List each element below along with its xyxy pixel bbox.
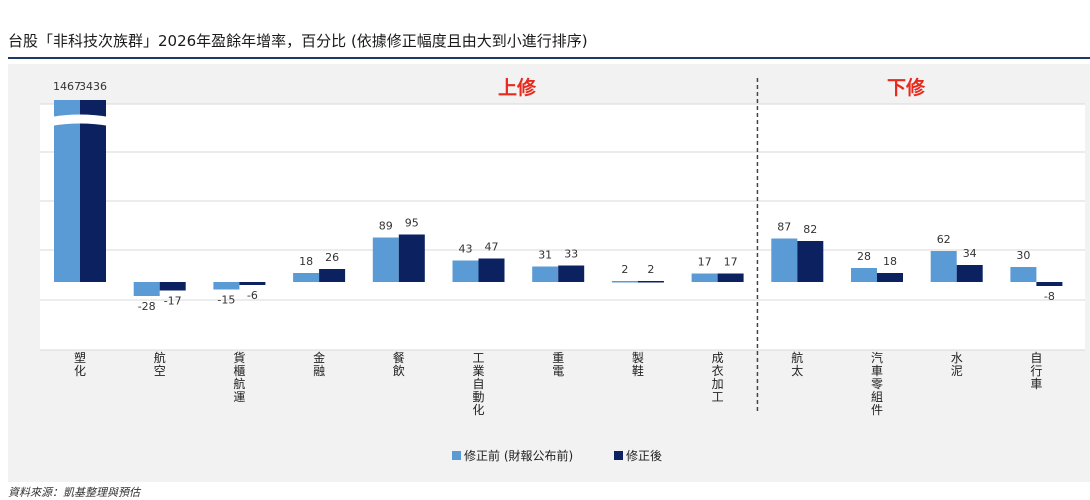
data-label: 3436 — [79, 80, 107, 93]
data-label: 28 — [857, 250, 871, 263]
bar-after — [558, 265, 585, 282]
data-label: 2 — [621, 263, 628, 276]
data-label: 34 — [963, 247, 977, 260]
legend-label-before: 修正前 (財報公布前) — [464, 448, 573, 463]
bar-after — [877, 273, 903, 282]
category-label: 塑化 — [74, 350, 86, 378]
bar-after — [159, 282, 186, 291]
category-label: 自行車 — [1030, 351, 1042, 391]
data-label: 89 — [379, 220, 393, 233]
data-label: -8 — [1044, 290, 1055, 303]
data-label: 47 — [485, 241, 499, 254]
data-label: 82 — [803, 223, 817, 236]
bar-before — [54, 100, 80, 282]
bar-after — [717, 273, 744, 282]
data-label: 31 — [538, 249, 552, 262]
data-label: 43 — [459, 243, 473, 256]
data-label: 95 — [405, 217, 419, 230]
data-label: -15 — [217, 294, 235, 307]
bar-before — [133, 282, 160, 296]
data-label: 2 — [647, 263, 654, 276]
plot-area — [40, 104, 1085, 350]
bar-after — [1036, 282, 1063, 286]
category-label: 貨櫃航運 — [233, 350, 245, 404]
category-label: 航太 — [791, 350, 803, 378]
title-rule — [8, 57, 1090, 59]
data-label: 18 — [299, 255, 313, 268]
category-label: 餐飲 — [393, 350, 405, 378]
bar-before — [293, 273, 320, 282]
bar-after — [239, 282, 266, 285]
category-label: 汽車零組件 — [871, 350, 883, 417]
bar-after — [478, 258, 505, 282]
bar-before — [1010, 267, 1037, 282]
data-label: 17 — [724, 256, 738, 269]
bar-after — [956, 265, 983, 282]
bar-before — [930, 251, 957, 282]
data-label: 17 — [698, 256, 712, 269]
bar-after — [319, 269, 346, 282]
bar-after — [637, 281, 664, 283]
bar-after — [398, 234, 425, 282]
data-label: 18 — [883, 255, 897, 268]
data-label: 30 — [1016, 249, 1030, 262]
category-label: 航空 — [154, 350, 166, 378]
bar-before — [771, 238, 798, 282]
source-note: 資料來源：凱基整理與預估 — [8, 486, 140, 499]
data-label: 87 — [777, 221, 791, 234]
category-label: 成衣加工 — [712, 351, 724, 404]
legend-swatch-after — [614, 451, 623, 460]
data-label: -17 — [164, 295, 182, 308]
category-label: 工業自動化 — [472, 351, 484, 417]
data-label: 33 — [564, 248, 578, 261]
chart-title: 台股「非科技次族群」2026年盈餘年增率，百分比 (依據修正幅度且由大到小進行排… — [8, 32, 588, 50]
legend-label-after: 修正後 — [626, 448, 662, 463]
data-label: 26 — [325, 251, 339, 264]
section-label-down: 下修 — [887, 76, 926, 99]
category-label: 重電 — [552, 351, 564, 378]
bar-before — [691, 273, 718, 282]
category-label: 金融 — [313, 350, 325, 378]
bar-before — [213, 282, 240, 290]
category-label: 水泥 — [951, 351, 963, 378]
section-label-up: 上修 — [498, 76, 537, 99]
bar-before — [452, 260, 479, 282]
bar-before — [372, 237, 399, 282]
bar-before — [851, 268, 877, 282]
bar-before — [611, 281, 638, 283]
data-label: 62 — [937, 233, 951, 246]
axis-break — [51, 114, 109, 126]
bar-after — [797, 241, 824, 282]
data-label: -6 — [247, 289, 258, 302]
data-label: -28 — [138, 300, 156, 313]
bar-before — [532, 266, 559, 282]
data-label: 1467 — [53, 80, 81, 93]
category-label: 製鞋 — [632, 351, 644, 378]
legend-swatch-before — [452, 451, 461, 460]
bar-after — [80, 100, 106, 282]
